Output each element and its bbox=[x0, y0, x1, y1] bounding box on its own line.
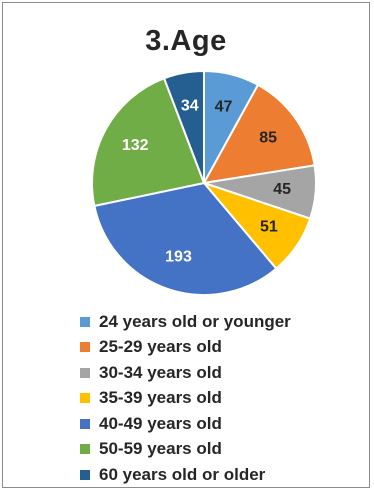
pie-slice bbox=[162, 69, 205, 184]
legend-swatch bbox=[80, 469, 90, 480]
chart-title: 3.Age bbox=[145, 25, 227, 57]
legend-item: 50-59 years old bbox=[80, 437, 291, 463]
slice-data-label: 45 bbox=[273, 181, 291, 198]
legend-label: 40-49 years old bbox=[99, 413, 222, 433]
legend-swatch bbox=[80, 418, 90, 429]
legend-swatch bbox=[80, 444, 90, 455]
slice-data-label: 47 bbox=[215, 99, 233, 116]
legend-swatch bbox=[80, 393, 90, 404]
legend-swatch bbox=[80, 342, 90, 353]
slice-data-label: 51 bbox=[260, 219, 278, 236]
legend-label: 50-59 years old bbox=[99, 439, 222, 459]
legend-label: 60 years old or older bbox=[99, 464, 266, 484]
pie-chart: 47 85 45 51 193 132 34 bbox=[91, 69, 317, 296]
legend-item: 35-39 years old bbox=[80, 386, 291, 412]
pie-slice bbox=[202, 83, 316, 185]
legend-item: 30-34 years old bbox=[80, 360, 291, 386]
legend-item: 60 years old or older bbox=[80, 462, 291, 488]
slice-data-label: 193 bbox=[165, 249, 192, 266]
legend-swatch bbox=[80, 367, 90, 378]
legend-swatch bbox=[80, 316, 90, 327]
legend-label: 30-34 years old bbox=[99, 362, 222, 382]
slice-data-label: 85 bbox=[259, 129, 277, 146]
legend-label: 35-39 years old bbox=[99, 388, 222, 408]
legend-item: 25-29 years old bbox=[80, 335, 291, 361]
legend-label: 24 years old or younger bbox=[99, 311, 291, 331]
legend: 24 years old or younger 25-29 years old 30… bbox=[80, 309, 291, 488]
pie-slice bbox=[93, 181, 278, 296]
legend-item: 40-49 years old bbox=[80, 411, 291, 437]
slice-data-label: 132 bbox=[122, 137, 149, 154]
legend-item: 24 years old or younger bbox=[80, 309, 291, 335]
slice-data-label: 34 bbox=[181, 97, 199, 114]
legend-label: 25-29 years old bbox=[99, 337, 222, 357]
